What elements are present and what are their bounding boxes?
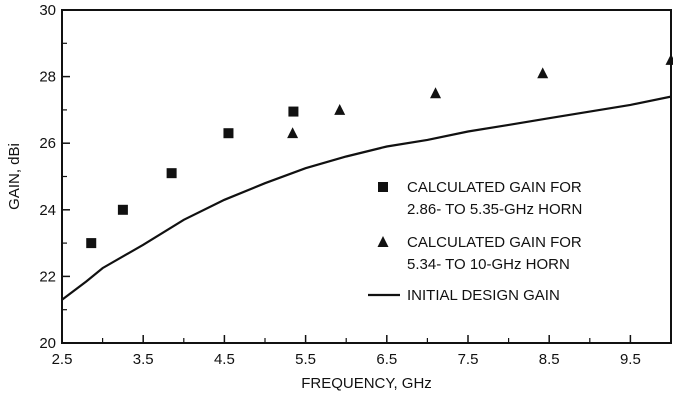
y-tick-label: 22 [39, 268, 56, 285]
triangle-point [537, 67, 549, 79]
legend-entry-text: 5.34- TO 10-GHz HORN [407, 256, 570, 273]
y-tick-label: 24 [39, 202, 56, 219]
x-tick-label: 4.5 [214, 351, 235, 368]
legend-entry-text: CALCULATED GAIN FOR [407, 234, 582, 251]
legend-entry-text: CALCULATED GAIN FOR [407, 179, 582, 196]
y-axis-label: GAIN, dBi [6, 143, 23, 210]
legend-triangle-marker [377, 236, 389, 247]
x-tick-label: 2.5 [52, 351, 73, 368]
x-tick-label: 5.5 [295, 351, 316, 368]
y-tick-label: 30 [39, 2, 56, 19]
y-tick-label: 28 [39, 69, 56, 86]
y-tick-label: 26 [39, 135, 56, 152]
triangle-point [334, 103, 346, 115]
legend-entry-text: 2.86- TO 5.35-GHz HORN [407, 201, 582, 218]
square-point [86, 238, 97, 249]
x-tick-label: 7.5 [458, 351, 479, 368]
legend-square-marker [378, 182, 388, 192]
triangle-point [287, 127, 299, 139]
x-tick-label: 8.5 [539, 351, 560, 368]
x-axis-label: FREQUENCY, GHz [301, 375, 432, 392]
square-point [117, 204, 128, 215]
legend-entry-text: INITIAL DESIGN GAIN [407, 287, 560, 304]
design-gain-line [62, 95, 671, 301]
square-point [166, 168, 177, 179]
legend: CALCULATED GAIN FOR 2.86- TO 5.35-GHz HOR… [368, 179, 582, 304]
x-tick-label: 9.5 [620, 351, 641, 368]
square-point [223, 128, 234, 139]
x-tick-label: 3.5 [133, 351, 154, 368]
triangle-point [665, 54, 673, 65]
y-tick-label: 20 [39, 335, 56, 352]
plot-area: 20 22 24 26 28 30 2.5 3.5 4.5 5.5 6.5 7.5 8.5 9.5 [39, 2, 673, 368]
x-tick-label: 6.5 [376, 351, 397, 368]
plot-frame [61, 9, 672, 344]
square-point [288, 106, 299, 117]
triangle-point [430, 87, 442, 99]
